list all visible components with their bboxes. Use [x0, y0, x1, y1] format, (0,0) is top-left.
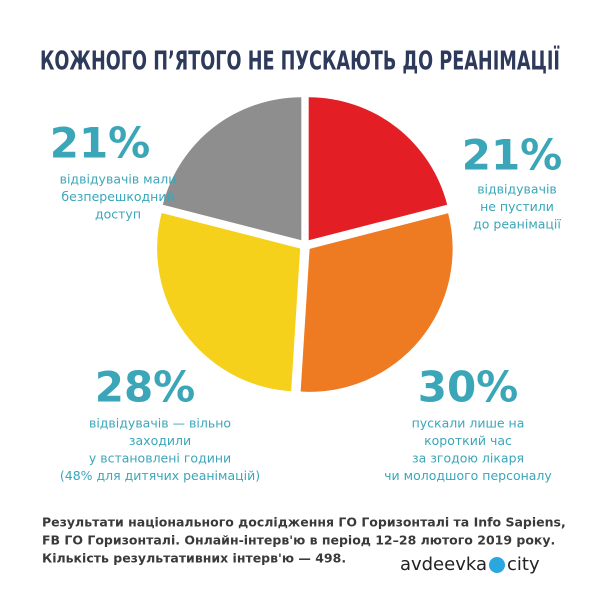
value-label: 28%: [95, 363, 196, 412]
category-label: чи молодшого персоналу: [384, 468, 552, 483]
category-label: до реанімації: [473, 217, 561, 232]
source-note: FB ГО Горизонталі. Онлайн-інтерв'ю в пер…: [42, 533, 555, 548]
logo-text: city: [507, 554, 540, 575]
pie-slice: [157, 212, 301, 392]
category-label: безперешкодний: [61, 189, 174, 204]
category-label: заходили: [129, 433, 191, 448]
chart-title: КОЖНОГО П’ЯТОГО НЕ ПУСКАЮТЬ ДО РЕАНІМАЦІ…: [40, 45, 560, 77]
logo: avdeevka city: [400, 554, 540, 575]
value-label: 21%: [50, 119, 151, 168]
labels: 21% відвідувачів не пустили до реанімації 30…: [50, 119, 563, 484]
category-label: не пустили: [480, 199, 554, 214]
pie-slice: [162, 97, 302, 241]
source-note: Кількість результативних інтерв'ю — 498.: [42, 551, 346, 566]
pie: [157, 97, 453, 392]
pie-slice: [308, 97, 448, 241]
value-label: 21%: [462, 131, 563, 180]
value-label: 30%: [418, 363, 519, 412]
pie-slice: [300, 213, 453, 392]
notes: Результати національного дослідження ГО …: [42, 515, 566, 566]
category-label: у встановлені години: [89, 451, 231, 466]
category-label: доступ: [95, 207, 141, 222]
source-note: Результати національного дослідження ГО …: [42, 515, 566, 530]
category-label: за згодою лікаря: [412, 451, 524, 466]
category-label: відвідувачів — вільно: [89, 416, 231, 431]
category-label: (48% для дитячих реанімацій): [60, 468, 260, 483]
category-label: відвідувачів: [477, 182, 557, 197]
category-label: пускали лише на: [412, 416, 525, 431]
category-label: відвідувачів мали: [60, 172, 177, 187]
category-label: короткий час: [424, 433, 512, 448]
logo-icon: [489, 557, 505, 573]
logo-text: avdeevka: [400, 554, 487, 575]
